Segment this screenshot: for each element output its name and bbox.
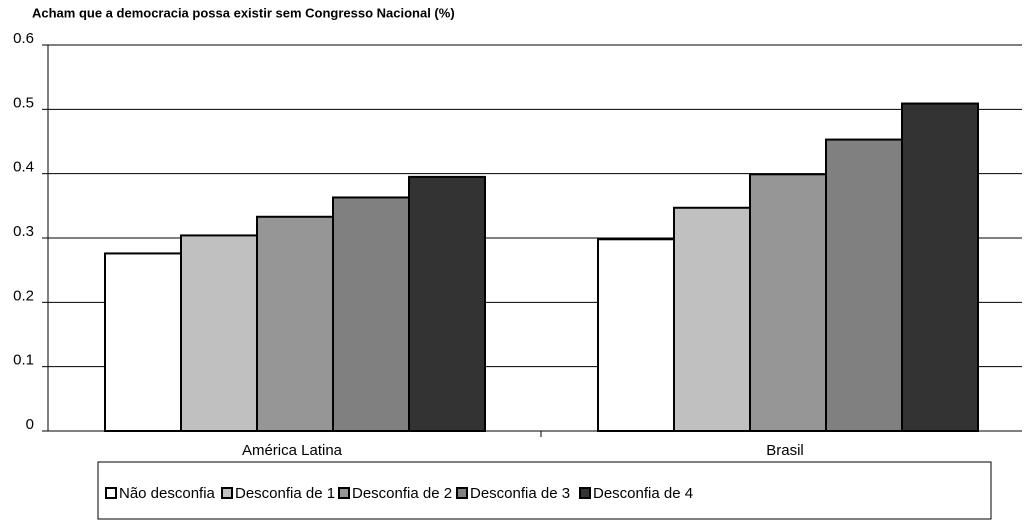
bar [901, 102, 979, 432]
legend-label: Desconfia de 2 [352, 485, 452, 502]
x-tick-label: Brasil [766, 442, 804, 459]
chart-title: Acham que a democracia possa existir sem… [32, 5, 455, 20]
y-tick-label: 0.1 [13, 352, 34, 369]
bar [332, 196, 410, 432]
y-tick-label: 0.5 [13, 94, 34, 111]
bar [180, 234, 258, 432]
bar [408, 175, 486, 432]
legend-box [97, 461, 992, 520]
legend-label: Desconfia de 3 [470, 485, 570, 502]
bar [597, 238, 675, 432]
legend-swatch [338, 487, 350, 499]
legend-label: Desconfia de 1 [235, 485, 335, 502]
x-tick-label: América Latina [242, 442, 343, 459]
y-tick-label: 0.4 [13, 159, 34, 176]
bar [825, 138, 903, 432]
legend-swatch [579, 487, 591, 499]
y-tick-label: 0.3 [13, 223, 34, 240]
legend-swatch [105, 487, 117, 499]
bar [673, 206, 751, 432]
legend-swatch [456, 487, 468, 499]
y-tick-label: 0.2 [13, 287, 34, 304]
legend-swatch [221, 487, 233, 499]
y-tick-label: 0.6 [13, 30, 34, 47]
legend-label: Não desconfia [119, 485, 216, 502]
y-tick-label: 0 [26, 416, 34, 433]
bar [104, 252, 182, 432]
bar [256, 215, 334, 432]
bar [749, 173, 827, 432]
legend-label: Desconfia de 4 [593, 485, 693, 502]
